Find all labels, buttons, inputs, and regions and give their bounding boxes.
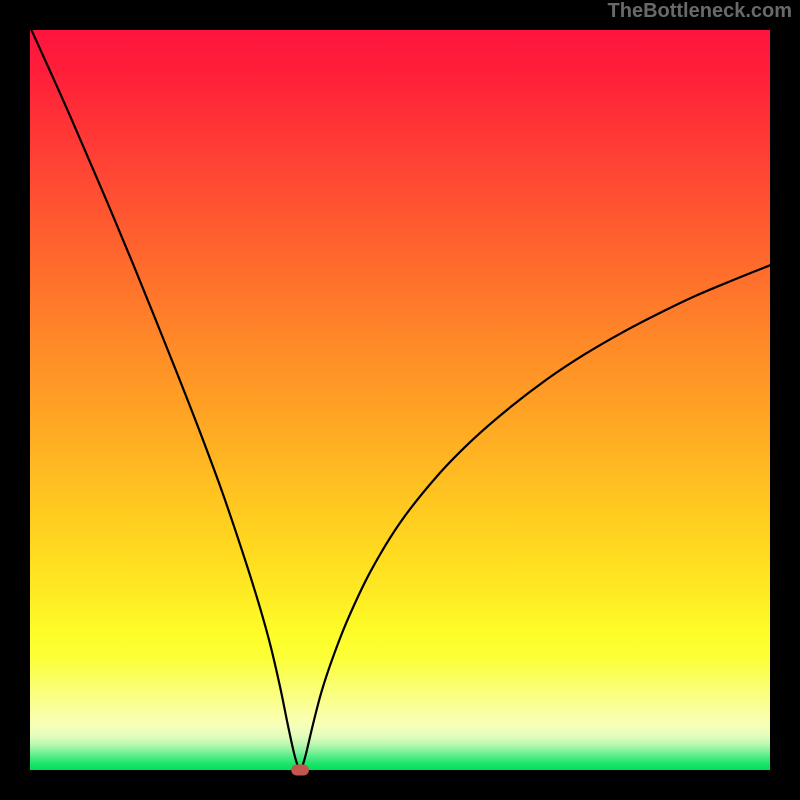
gradient-plot-area — [30, 30, 770, 770]
optimum-marker — [291, 764, 309, 775]
chart-svg — [0, 0, 800, 800]
chart-canvas: TheBottleneck.com — [0, 0, 800, 800]
